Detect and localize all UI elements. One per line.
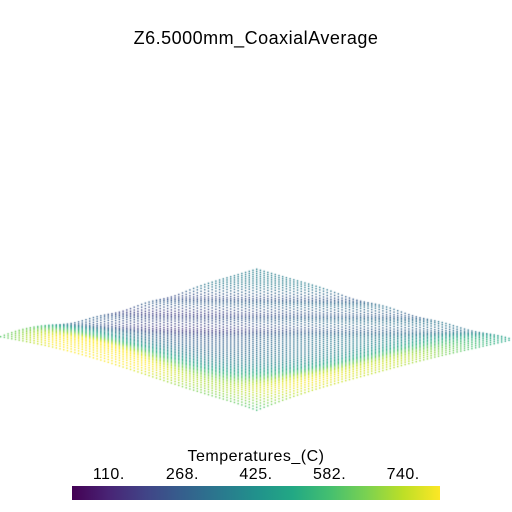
colorbar-tick: 110.: [72, 466, 146, 484]
page-title: Z6.5000mm_CoaxialAverage: [0, 28, 512, 49]
colorbar-tick: 740.: [366, 466, 440, 484]
colorbar-gradient: [72, 486, 440, 500]
colorbar-tick: 582.: [293, 466, 367, 484]
colorbar-title: Temperatures_(C): [0, 448, 512, 466]
colorbar-ticks: 110.268.425.582.740.: [72, 466, 440, 484]
surface-canvas: [0, 80, 512, 420]
colorbar-tick: 268.: [146, 466, 220, 484]
colorbar-tick: 425.: [219, 466, 293, 484]
surface-plot: [0, 80, 512, 420]
colorbar: Temperatures_(C) 110.268.425.582.740.: [0, 448, 512, 500]
